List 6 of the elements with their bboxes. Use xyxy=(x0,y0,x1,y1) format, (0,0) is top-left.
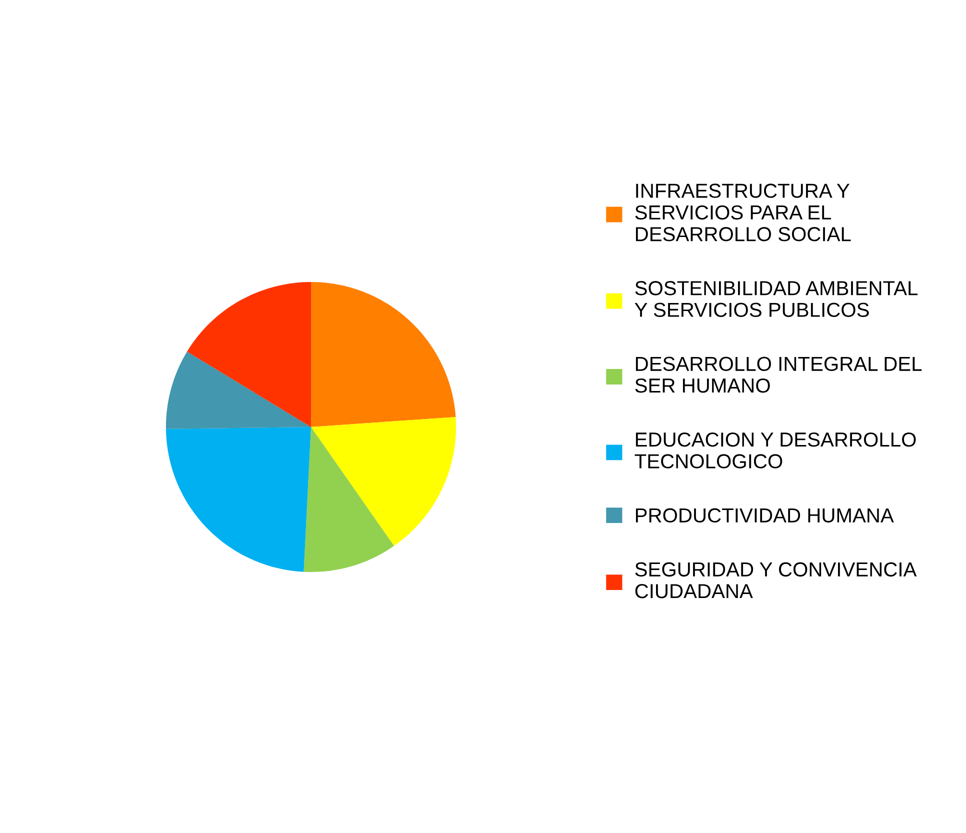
legend-label: EDUCACION Y DESARROLLO TECNOLOGICO xyxy=(634,432,916,468)
legend-label: PRODUCTIVIDAD HUMANA xyxy=(636,508,894,523)
legend-label: INFRAESTRUCTURA Y SERVICIOS PARA EL DESARROLLO SOCIAL xyxy=(635,184,851,242)
legend-label: DESARROLLO INTEGRAL DEL SER HUMANO xyxy=(635,356,922,393)
legend-label: SOSTENIBILIDAD AMBIENTAL Y SERVICIOS PUBLICOS xyxy=(634,281,918,318)
legend-label: SEGURIDAD Y CONVIVENCIA CIUDADANA xyxy=(635,562,917,598)
